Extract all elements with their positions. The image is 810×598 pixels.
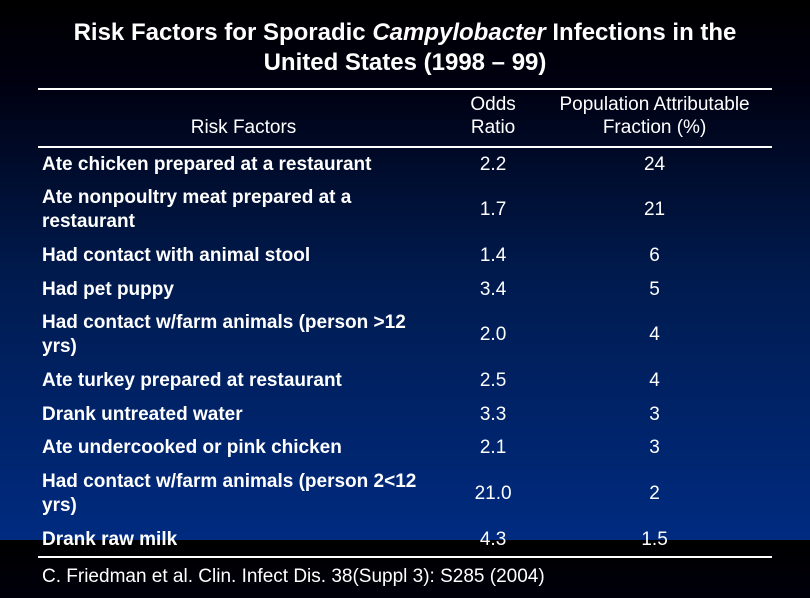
odds-l2: Ratio bbox=[471, 117, 515, 138]
rf-cell: Had contact with animal stool bbox=[38, 239, 449, 273]
or-cell: 2.5 bbox=[449, 364, 537, 398]
table-row: Ate nonpoultry meat prepared at a restau… bbox=[38, 181, 772, 239]
odds-l1: Odds bbox=[470, 94, 515, 115]
citation: C. Friedman et al. Clin. Infect Dis. 38(… bbox=[38, 558, 772, 588]
paf-cell: 2 bbox=[537, 465, 772, 523]
paf-l1: Population Attributable bbox=[559, 94, 749, 115]
table-row: Drank untreated water3.33 bbox=[38, 398, 772, 432]
table-row: Had contact with animal stool1.46 bbox=[38, 239, 772, 273]
title-pre: Risk Factors for Sporadic bbox=[74, 19, 373, 46]
paf-cell: 24 bbox=[537, 147, 772, 182]
table-header-row: Risk Factors Odds Ratio Population Attri… bbox=[38, 89, 772, 147]
slide: Risk Factors for Sporadic Campylobacter … bbox=[0, 0, 810, 598]
rf-cell: Ate undercooked or pink chicken bbox=[38, 431, 449, 465]
title-italic: Campylobacter bbox=[372, 19, 545, 46]
paf-cell: 3 bbox=[537, 431, 772, 465]
or-cell: 1.7 bbox=[449, 181, 537, 239]
risk-factors-table: Risk Factors Odds Ratio Population Attri… bbox=[38, 88, 772, 558]
table-row: Had contact w/farm animals (person 2<12 … bbox=[38, 465, 772, 523]
table-row: Had pet puppy3.45 bbox=[38, 273, 772, 307]
paf-cell: 4 bbox=[537, 306, 772, 364]
table-row: Ate undercooked or pink chicken2.13 bbox=[38, 431, 772, 465]
rf-cell: Drank untreated water bbox=[38, 398, 449, 432]
table-body: Ate chicken prepared at a restaurant2.22… bbox=[38, 147, 772, 558]
table-row: Had contact w/farm animals (person >12 y… bbox=[38, 306, 772, 364]
rf-cell: Ate turkey prepared at restaurant bbox=[38, 364, 449, 398]
rf-cell: Had contact w/farm animals (person >12 y… bbox=[38, 306, 449, 364]
or-cell: 21.0 bbox=[449, 465, 537, 523]
paf-cell: 3 bbox=[537, 398, 772, 432]
paf-cell: 5 bbox=[537, 273, 772, 307]
col-risk-factors: Risk Factors bbox=[38, 89, 449, 147]
rf-cell: Ate nonpoultry meat prepared at a restau… bbox=[38, 181, 449, 239]
paf-cell: 4 bbox=[537, 364, 772, 398]
or-cell: 1.4 bbox=[449, 239, 537, 273]
rf-cell: Had contact w/farm animals (person 2<12 … bbox=[38, 465, 449, 523]
or-cell: 2.2 bbox=[449, 147, 537, 182]
col-odds-ratio: Odds Ratio bbox=[449, 89, 537, 147]
slide-title: Risk Factors for Sporadic Campylobacter … bbox=[38, 18, 772, 78]
rf-cell: Had pet puppy bbox=[38, 273, 449, 307]
table-row: Ate turkey prepared at restaurant2.54 bbox=[38, 364, 772, 398]
paf-cell: 21 bbox=[537, 181, 772, 239]
or-cell: 2.1 bbox=[449, 431, 537, 465]
rf-cell: Ate chicken prepared at a restaurant bbox=[38, 147, 449, 182]
paf-l2: Fraction (%) bbox=[603, 117, 706, 138]
or-cell: 3.4 bbox=[449, 273, 537, 307]
or-cell: 3.3 bbox=[449, 398, 537, 432]
or-cell: 2.0 bbox=[449, 306, 537, 364]
table-row: Ate chicken prepared at a restaurant2.22… bbox=[38, 147, 772, 182]
paf-cell: 6 bbox=[537, 239, 772, 273]
col-paf: Population Attributable Fraction (%) bbox=[537, 89, 772, 147]
